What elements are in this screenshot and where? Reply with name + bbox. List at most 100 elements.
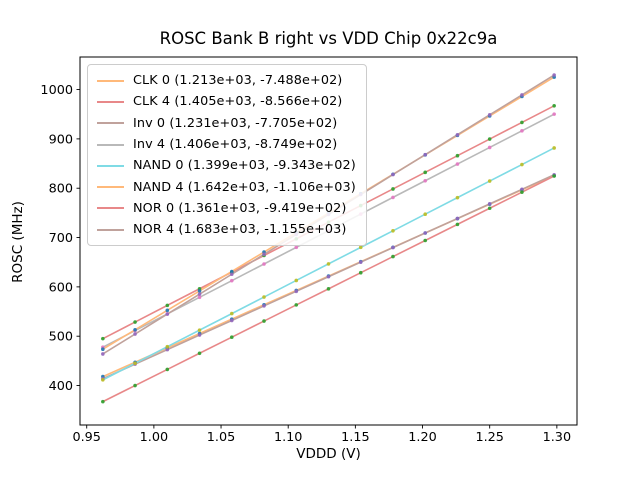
data-point-nand-0 — [391, 228, 395, 233]
data-point-nor-4 — [229, 272, 234, 277]
data-point-inv-4 — [197, 295, 202, 300]
x-tick-label: 1.25 — [475, 430, 504, 445]
legend-line-swatch — [97, 100, 124, 103]
data-point-clk-4 — [101, 336, 105, 341]
data-point-nand-0 — [197, 328, 202, 332]
data-point-nor-0 — [101, 399, 105, 404]
data-point-nand-4 — [229, 269, 234, 274]
data-point-nand-4 — [101, 347, 105, 352]
legend-item: NOR 0 (1.361e+03, -9.419e+02) — [97, 198, 356, 219]
data-point-clk-4 — [455, 153, 460, 158]
y-tick-label: 800 — [49, 182, 73, 197]
legend-item-label: CLK 0 (1.213e+03, -7.488e+02) — [133, 73, 343, 89]
data-point-nand-0 — [326, 262, 331, 266]
x-tick-label: 1.10 — [274, 430, 303, 445]
data-point-inv-0 — [197, 333, 202, 337]
legend-item: NAND 0 (1.399e+03, -9.343e+02) — [97, 155, 356, 176]
y-tick-label: 400 — [49, 379, 73, 394]
data-point-nor-4 — [133, 332, 137, 336]
data-point-nand-0 — [165, 344, 170, 349]
y-tick-label: 500 — [49, 330, 73, 345]
chart-title: ROSC Bank B right vs VDD Chip 0x22c9a — [159, 29, 498, 48]
data-point-inv-0 — [262, 304, 266, 308]
legend-line-swatch — [97, 228, 124, 231]
data-point-inv-4 — [520, 129, 524, 133]
data-point-inv-4 — [391, 195, 395, 200]
legend: CLK 0 (1.213e+03, -7.488e+02) CLK 4 (1.40… — [87, 64, 367, 247]
data-point-nor-4 — [552, 73, 556, 77]
data-point-inv-0 — [229, 318, 234, 323]
data-point-clk-4 — [552, 103, 556, 108]
data-point-nand-4 — [197, 289, 202, 293]
data-point-nor-4 — [101, 352, 105, 356]
data-point-inv-0 — [455, 216, 460, 221]
legend-item-label: NOR 0 (1.361e+03, -9.419e+02) — [133, 200, 347, 216]
data-point-nor-4 — [423, 152, 428, 157]
data-point-inv-0 — [165, 347, 170, 352]
legend-line-swatch — [97, 164, 124, 167]
data-point-clk-4 — [165, 303, 170, 308]
legend-item: NAND 4 (1.642e+03, -1.106e+03) — [97, 176, 356, 197]
data-point-clk-4 — [133, 320, 137, 324]
legend-item-label: CLK 4 (1.405e+03, -8.566e+02) — [133, 94, 343, 110]
legend-item: NOR 4 (1.683e+03, -1.155e+03) — [97, 219, 356, 240]
legend-item: Inv 4 (1.406e+03, -8.749e+02) — [97, 134, 356, 155]
legend-item: CLK 4 (1.405e+03, -8.566e+02) — [97, 91, 356, 112]
data-point-nor-4 — [262, 252, 266, 257]
data-point-inv-0 — [358, 260, 363, 264]
legend-item-label: NOR 4 (1.683e+03, -1.155e+03) — [133, 222, 347, 238]
data-point-nor-0 — [326, 287, 331, 291]
data-point-nor-0 — [133, 383, 137, 388]
data-point-nand-0 — [423, 212, 428, 217]
data-point-nand-4 — [165, 308, 170, 313]
y-tick-label: 700 — [49, 231, 73, 246]
data-point-inv-0 — [520, 187, 524, 192]
data-point-nor-4 — [165, 312, 170, 316]
data-point-nor-0 — [229, 335, 234, 339]
data-point-nand-4 — [133, 327, 137, 332]
data-point-inv-4 — [229, 278, 234, 283]
legend-item: Inv 0 (1.231e+03, -7.705e+02) — [97, 113, 356, 134]
axes-frame — [79, 56, 578, 426]
data-point-nor-0 — [487, 206, 492, 211]
data-point-inv-4 — [455, 162, 460, 166]
data-point-nor-0 — [358, 270, 363, 275]
y-axis-label: ROSC (MHz) — [10, 201, 26, 283]
data-point-nor-0 — [294, 303, 299, 307]
data-point-nor-0 — [262, 319, 266, 323]
data-point-inv-4 — [294, 245, 299, 250]
legend-item-label: Inv 4 (1.406e+03, -8.749e+02) — [133, 137, 338, 153]
data-point-inv-0 — [487, 202, 492, 206]
data-point-inv-4 — [552, 112, 556, 116]
data-point-nor-0 — [455, 222, 460, 227]
data-point-inv-0 — [294, 289, 299, 294]
legend-line-swatch — [97, 143, 124, 146]
data-point-inv-4 — [262, 262, 266, 266]
data-point-nor-0 — [391, 254, 395, 259]
data-point-nand-0 — [229, 311, 234, 316]
data-point-inv-4 — [423, 178, 428, 183]
data-point-inv-0 — [326, 274, 331, 279]
y-tick-label: 1000 — [40, 83, 73, 98]
legend-line-swatch — [97, 122, 124, 125]
x-tick-label: 1.20 — [408, 430, 437, 445]
data-point-nand-0 — [552, 146, 556, 150]
legend-line-swatch — [97, 79, 124, 82]
legend-item-label: NAND 0 (1.399e+03, -9.343e+02) — [133, 158, 356, 174]
legend-line-swatch — [97, 186, 124, 189]
data-point-nor-4 — [455, 132, 460, 137]
y-tick-label: 600 — [49, 280, 73, 295]
data-point-clk-4 — [423, 170, 428, 175]
data-point-clk-4 — [391, 187, 395, 191]
x-axis-label: VDDD (V) — [296, 446, 361, 462]
data-point-nor-0 — [423, 238, 428, 243]
data-point-nor-4 — [487, 113, 492, 117]
data-point-nor-4 — [520, 93, 524, 97]
data-point-nand-0 — [358, 245, 363, 250]
data-point-nand-0 — [262, 295, 266, 299]
data-point-inv-4 — [487, 145, 492, 150]
x-tick-label: 1.00 — [140, 430, 169, 445]
x-tick-label: 1.05 — [207, 430, 236, 445]
legend-item: CLK 0 (1.213e+03, -7.488e+02) — [97, 70, 356, 91]
